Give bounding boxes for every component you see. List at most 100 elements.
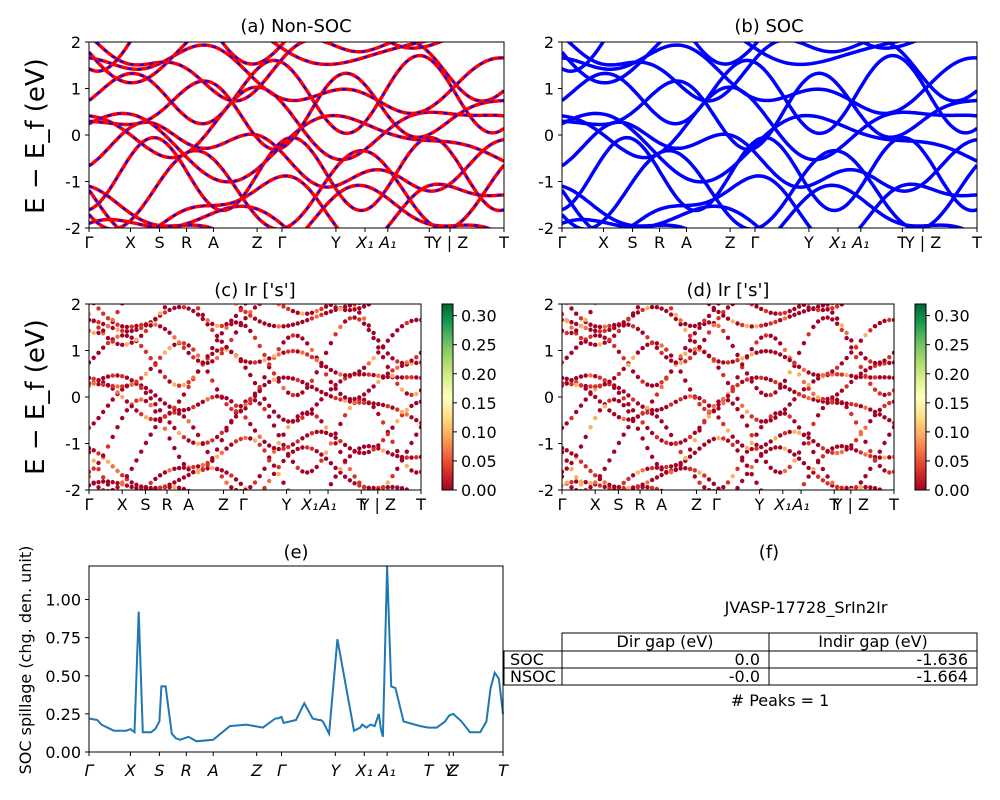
band-point	[578, 482, 584, 487]
band-point	[196, 280, 200, 284]
band-point	[148, 432, 153, 437]
band-point	[224, 402, 229, 407]
band-line-soc	[89, 42, 427, 84]
band-point	[721, 436, 726, 441]
band-point	[773, 379, 778, 385]
band-point	[191, 299, 195, 303]
band-line-soc	[89, 136, 504, 212]
band-y-axis-label-mid: E − E_f (eV)	[21, 319, 51, 475]
band-point	[243, 316, 248, 321]
band-point	[238, 357, 243, 362]
band-point	[380, 355, 386, 360]
band-point	[702, 406, 707, 412]
band-point	[200, 441, 205, 446]
band-point	[243, 435, 248, 441]
band-point	[730, 442, 735, 447]
band-point	[267, 322, 272, 328]
band-point	[645, 425, 650, 431]
band-point	[796, 392, 802, 397]
band-point	[583, 480, 588, 485]
band-point	[181, 414, 187, 419]
band-point	[607, 327, 612, 332]
band-point	[569, 467, 574, 472]
band-point	[153, 409, 158, 414]
band-point	[763, 392, 769, 398]
band-point	[324, 519, 328, 523]
band-point	[347, 466, 353, 472]
band-point	[233, 320, 239, 325]
band-point	[593, 324, 598, 329]
band-point	[153, 255, 157, 259]
band-point	[281, 340, 286, 345]
band-point	[820, 478, 826, 483]
band-point	[564, 355, 569, 360]
band-point	[191, 425, 196, 430]
band-point	[872, 457, 878, 462]
band-point	[333, 441, 338, 446]
band-point	[583, 317, 588, 323]
band-point	[172, 410, 177, 415]
band-point	[139, 343, 144, 349]
band-point	[740, 443, 745, 448]
band-point	[564, 480, 569, 485]
band-point	[678, 462, 683, 468]
band-point	[564, 330, 569, 336]
band-point	[139, 333, 144, 338]
colorbar-tick-label: 0.25	[461, 336, 497, 355]
band-point	[815, 398, 821, 403]
band-point	[148, 403, 153, 408]
band-point	[91, 318, 96, 324]
band-point	[328, 379, 334, 385]
band-point	[744, 354, 750, 359]
band-point	[659, 380, 664, 385]
band-point	[674, 498, 678, 502]
band-point	[101, 409, 106, 415]
band-point	[338, 421, 343, 427]
band-point	[267, 403, 272, 408]
band-point	[678, 360, 683, 366]
band-point	[167, 307, 172, 313]
band-point	[385, 338, 390, 343]
band-point	[115, 322, 120, 327]
band-point	[749, 472, 754, 477]
band-point	[796, 425, 802, 430]
band-point	[664, 355, 669, 360]
band-point	[678, 281, 682, 285]
band-point	[414, 317, 419, 323]
y-tick-label: 2	[544, 295, 554, 314]
band-point	[616, 398, 622, 404]
band-point	[788, 291, 792, 295]
band-point	[347, 373, 353, 378]
band-point	[195, 358, 201, 363]
band-point	[243, 309, 248, 315]
band-point	[276, 446, 281, 452]
band-point	[763, 419, 769, 424]
band-point	[352, 396, 357, 402]
band-point	[820, 304, 826, 308]
band-point	[578, 459, 584, 464]
band-point	[802, 516, 806, 520]
band-point	[366, 400, 371, 406]
band-point	[612, 343, 617, 349]
x-tick-label: Y | Z	[359, 495, 396, 514]
band-point	[597, 333, 603, 338]
band-point	[588, 334, 593, 339]
band-point	[342, 474, 348, 479]
x-tick-label: Y | Z	[904, 233, 941, 252]
band-point	[262, 375, 267, 380]
band-point	[806, 465, 811, 471]
band-point	[271, 423, 277, 428]
band-point	[120, 333, 125, 338]
band-point	[612, 449, 617, 454]
band-point	[763, 333, 769, 338]
band-point	[730, 388, 735, 394]
band-point	[329, 516, 333, 520]
band-line-soc	[89, 149, 504, 228]
x-tick-label: S	[154, 761, 164, 780]
band-point	[257, 359, 262, 364]
x-tick-label: T	[415, 495, 426, 514]
band-point	[91, 304, 96, 306]
band-point	[195, 312, 201, 317]
band-point	[300, 379, 305, 385]
band-point	[673, 467, 678, 473]
